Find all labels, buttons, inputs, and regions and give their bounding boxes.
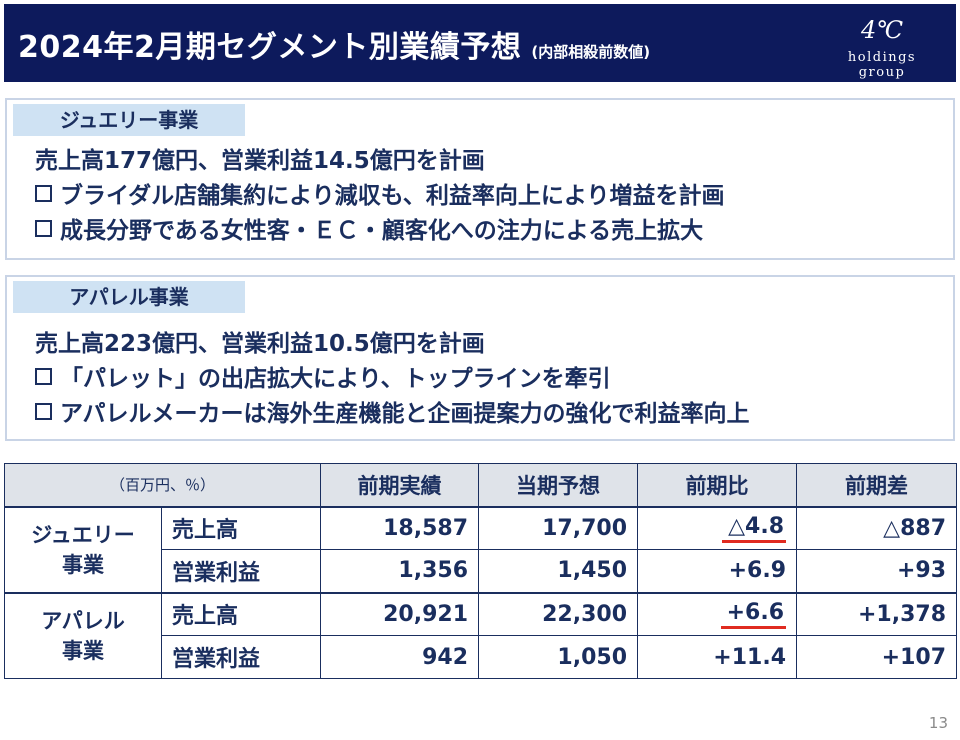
apparel-bullet-2-text: アパレルメーカーは海外生産機能と企画提案力の強化で利益率向上 [60, 401, 750, 427]
unit-header: （百万円、％） [3, 463, 322, 507]
cell-forecast: 1,450 [478, 549, 639, 593]
apparel-bullet-1-text: 「パレット」の出店拡大により、トップラインを牽引 [60, 366, 611, 392]
cell-forecast: 22,300 [478, 591, 639, 636]
row-item-label: 営業利益 [160, 635, 322, 679]
jewelry-bullet-2-text: 成長分野である女性客・ＥＣ・顧客化への注力による売上拡大 [60, 218, 704, 244]
row-item-label: 営業利益 [160, 549, 322, 593]
segment-name-apparel: アパレル 事業 [4, 591, 162, 679]
jewelry-bullet-1: ブライダル店舗集約により減収も、利益率向上により増益を計画 [35, 179, 943, 214]
segment-name-line: ジュエリー [31, 522, 135, 547]
cell-yoy-diff: +1,378 [796, 591, 958, 636]
segment-name-line: 事業 [62, 552, 104, 577]
cell-prev-actual: 18,587 [320, 505, 480, 550]
page-title-text: 2024年2月期セグメント別業績予想 [18, 30, 522, 65]
header-forecast: 当期予想 [478, 463, 639, 507]
checkbox-bullet-icon [35, 220, 52, 237]
cell-yoy-ratio: △4.8 [637, 505, 798, 550]
jewelry-summary-line: 売上高177億円、営業利益14.5億円を計画 [35, 148, 485, 174]
header-yoy-ratio: 前期比 [637, 463, 798, 507]
segment-name-jewelry: ジュエリー 事業 [4, 505, 162, 593]
cell-prev-actual: 942 [320, 635, 480, 679]
logo-wordmark: holdings group [847, 50, 917, 80]
segment-forecast-table: （百万円、％） 前期実績 当期予想 前期比 前期差 ジュエリー事業 売上高 18… [3, 463, 958, 679]
table-row: アパレル事業 売上高 20,921 22,300 +6.6 +1,378 [4, 591, 958, 679]
page-subtitle: (内部相殺前数値) [531, 43, 651, 61]
table-header-row: （百万円、％） 前期実績 当期予想 前期比 前期差 [3, 463, 958, 507]
jewelry-bullet-1-text: ブライダル店舗集約により減収も、利益率向上により増益を計画 [60, 183, 725, 209]
checkbox-bullet-icon [35, 403, 52, 420]
apparel-section-label: アパレル事業 [13, 281, 245, 313]
page-title: 2024年2月期セグメント別業績予想 (内部相殺前数値) [18, 22, 650, 66]
row-item-label: 売上高 [160, 505, 322, 550]
segment-name-line: 事業 [62, 638, 104, 663]
table-row: ジュエリー事業 売上高 18,587 17,700 △4.8 △887 [4, 505, 958, 593]
highlighted-value: △4.8 [722, 514, 787, 543]
checkbox-bullet-icon [35, 185, 52, 202]
header-prev-actual: 前期実績 [320, 463, 480, 507]
cell-forecast: 17,700 [478, 505, 639, 550]
cell-yoy-diff: +93 [796, 549, 958, 593]
jewelry-bullet-2: 成長分野である女性客・ＥＣ・顧客化への注力による売上拡大 [35, 214, 943, 249]
cell-yoy-ratio: +11.4 [637, 635, 798, 679]
apparel-summary-line: 売上高223億円、営業利益10.5億円を計画 [35, 331, 485, 357]
apparel-bullet-1: 「パレット」の出店拡大により、トップラインを牽引 [35, 362, 943, 397]
jewelry-section-lines: 売上高177億円、営業利益14.5億円を計画 ブライダル店舗集約により減収も、利… [35, 144, 943, 249]
highlighted-value: +6.6 [720, 600, 787, 629]
cell-prev-actual: 20,921 [320, 591, 480, 636]
cell-yoy-ratio: +6.6 [637, 591, 798, 636]
checkbox-bullet-icon [35, 368, 52, 385]
apparel-section: アパレル事業 売上高223億円、営業利益10.5億円を計画 「パレット」の出店拡… [5, 275, 955, 441]
apparel-section-lines: 売上高223億円、営業利益10.5億円を計画 「パレット」の出店拡大により、トッ… [35, 327, 943, 432]
cell-yoy-diff: +107 [796, 635, 958, 679]
cell-yoy-diff: △887 [796, 505, 958, 550]
row-item-label: 売上高 [160, 591, 322, 636]
cell-prev-actual: 1,356 [320, 549, 480, 593]
table-row: 営業利益 942 1,050 +11.4 +107 [5, 635, 958, 679]
logo-mark: 4℃ [860, 16, 904, 44]
segment-name-line: アパレル [41, 608, 125, 633]
company-logo: 4℃ holdings group [822, 18, 942, 80]
title-banner: 2024年2月期セグメント別業績予想 (内部相殺前数値) 4℃ holdings … [4, 4, 956, 82]
page-number: 13 [928, 714, 948, 732]
jewelry-section: ジュエリー事業 売上高177億円、営業利益14.5億円を計画 ブライダル店舗集約… [5, 98, 955, 260]
cell-forecast: 1,050 [478, 635, 639, 679]
header-yoy-diff: 前期差 [796, 463, 958, 507]
cell-yoy-ratio: +6.9 [637, 549, 798, 593]
apparel-bullet-2: アパレルメーカーは海外生産機能と企画提案力の強化で利益率向上 [35, 397, 943, 432]
jewelry-section-label: ジュエリー事業 [13, 104, 245, 136]
